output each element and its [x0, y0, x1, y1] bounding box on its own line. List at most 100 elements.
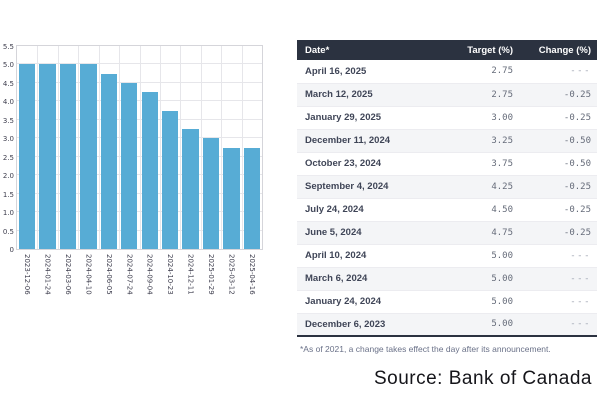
- gridline: [98, 46, 100, 249]
- table-row: June 5, 2024 4.75 -0.25: [297, 221, 597, 245]
- cell-change: ---: [519, 244, 597, 268]
- y-tick-label: 2.0: [2, 172, 14, 181]
- rate-bar-chart: 0 0.5 1.0 1.5 2.0 2.5 3.0 3.5 4.0 4.5 5.0 5.5 2023-…: [0, 0, 290, 340]
- bar-2025-03-12: [223, 147, 240, 249]
- cell-date: July 24, 2024: [297, 198, 441, 222]
- y-tick-label: 4.5: [2, 79, 14, 88]
- gridline: [180, 46, 182, 249]
- column-header-date: Date*: [297, 40, 441, 60]
- x-tick-label: 2024-03-06: [64, 254, 73, 295]
- cell-change: ---: [519, 267, 597, 291]
- cell-date: March 12, 2025: [297, 83, 441, 107]
- cell-date: September 4, 2024: [297, 175, 441, 199]
- x-tick-label: 2025-03-12: [227, 254, 236, 295]
- x-tick-label: 2024-12-11: [186, 254, 195, 295]
- x-tick-label: 2024-01-24: [43, 254, 52, 295]
- x-tick-label: 2024-09-04: [145, 254, 154, 295]
- column-header-target: Target (%): [441, 40, 519, 60]
- y-tick-label: 1.0: [2, 209, 14, 218]
- cell-target: 3.25: [441, 129, 519, 153]
- bar-2024-09-04: [141, 92, 158, 249]
- bar-2025-01-29: [202, 138, 220, 249]
- cell-target: 5.00: [441, 290, 519, 314]
- cell-change: -0.25: [519, 106, 597, 130]
- gridline: [139, 46, 141, 249]
- gridline: [119, 46, 121, 249]
- table-row: March 12, 2025 2.75 -0.25: [297, 83, 597, 107]
- cell-target: 3.75: [441, 152, 519, 176]
- gridline: [37, 46, 39, 249]
- x-tick-label: 2024-04-10: [84, 254, 93, 295]
- table-row: April 10, 2024 5.00 ---: [297, 244, 597, 268]
- table-row: October 23, 2024 3.75 -0.50: [297, 152, 597, 176]
- cell-target: 2.75: [441, 83, 519, 107]
- y-tick-label: 0: [9, 246, 14, 254]
- cell-change: -0.25: [519, 83, 597, 107]
- cell-date: December 6, 2023: [297, 313, 441, 337]
- x-tick-label: 2024-10-23: [166, 254, 175, 295]
- bar-2024-07-24: [121, 82, 138, 249]
- bar-2023-12-06: [19, 64, 36, 249]
- cell-date: June 5, 2024: [297, 221, 441, 245]
- table-footnote: *As of 2021, a change takes effect the d…: [300, 344, 551, 354]
- x-tick-label: 2025-01-29: [206, 254, 215, 295]
- gridline: [241, 46, 243, 249]
- cell-target: 4.75: [441, 221, 519, 245]
- cell-change: ---: [519, 313, 597, 337]
- cell-change: -0.50: [519, 152, 597, 176]
- y-tick-label: 5.0: [2, 61, 14, 70]
- table-header: Date* Target (%) Change (%): [297, 40, 597, 60]
- cell-change: ---: [519, 290, 597, 314]
- table-row: December 11, 2024 3.25 -0.50: [297, 129, 597, 153]
- bar-2024-12-11: [182, 129, 199, 249]
- table-row: July 24, 2024 4.50 -0.25: [297, 198, 597, 222]
- table-row: September 4, 2024 4.25 -0.25: [297, 175, 597, 199]
- bar-2025-04-16: [243, 147, 260, 249]
- x-tick-label: 2023-12-06: [23, 254, 32, 295]
- cell-date: October 23, 2024: [297, 152, 441, 176]
- source-attribution: Source: Bank of Canada: [373, 368, 592, 389]
- bar-2024-10-23: [161, 110, 179, 249]
- cell-date: March 6, 2024: [297, 267, 441, 291]
- cell-target: 5.00: [441, 267, 519, 291]
- table-row: April 16, 2025 2.75 ---: [297, 60, 597, 84]
- gridline: [200, 46, 202, 249]
- y-tick-label: 2.5: [2, 153, 14, 162]
- gridline: [57, 46, 59, 249]
- table-row: December 6, 2023 5.00 ---: [297, 313, 597, 337]
- table-row: January 24, 2024 5.00 ---: [297, 290, 597, 314]
- x-tick-label: 2025-04-16: [247, 254, 256, 295]
- cell-target: 5.00: [441, 244, 519, 268]
- cell-change: -0.25: [519, 175, 597, 199]
- rate-table: Date* Target (%) Change (%) April 16, 20…: [297, 40, 597, 337]
- plot-area: [16, 45, 263, 250]
- cell-date: January 24, 2024: [297, 290, 441, 314]
- cell-target: 3.00: [441, 106, 519, 130]
- cell-date: April 10, 2024: [297, 244, 441, 268]
- y-tick-label: 0.5: [2, 227, 14, 236]
- gridline: [78, 46, 80, 249]
- bar-2024-03-06: [59, 64, 77, 249]
- y-tick-label: 1.5: [2, 190, 14, 199]
- cell-change: ---: [519, 60, 597, 84]
- bar-2024-06-05: [100, 73, 118, 249]
- cell-target: 5.00: [441, 313, 519, 337]
- cell-date: January 29, 2025: [297, 106, 441, 130]
- y-tick-label: 3.5: [2, 116, 14, 125]
- cell-target: 4.50: [441, 198, 519, 222]
- column-header-change: Change (%): [519, 40, 597, 60]
- cell-change: -0.25: [519, 198, 597, 222]
- y-tick-label: 5.5: [2, 43, 14, 51]
- y-tick-label: 4.0: [2, 98, 14, 107]
- cell-target: 2.75: [441, 60, 519, 84]
- gridline: [159, 46, 161, 249]
- bar-2024-01-24: [39, 64, 56, 249]
- table-row: March 6, 2024 5.00 ---: [297, 267, 597, 291]
- cell-date: December 11, 2024: [297, 129, 441, 153]
- cell-change: -0.25: [519, 221, 597, 245]
- cell-target: 4.25: [441, 175, 519, 199]
- bar-2024-04-10: [80, 64, 97, 249]
- y-tick-label: 3.0: [2, 135, 14, 144]
- cell-change: -0.50: [519, 129, 597, 153]
